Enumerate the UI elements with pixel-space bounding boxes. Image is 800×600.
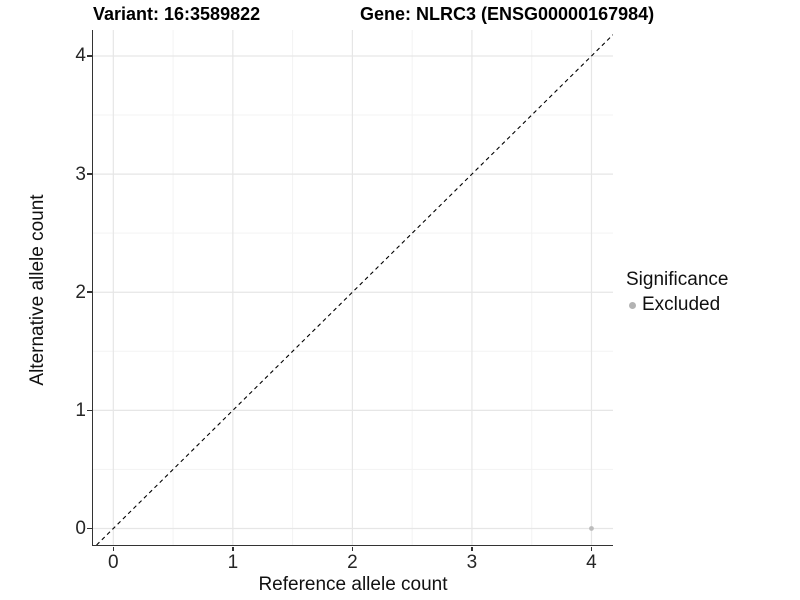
legend-items: Excluded bbox=[626, 294, 728, 316]
y-tick-label: 3 bbox=[75, 163, 86, 185]
y-axis-tick bbox=[87, 409, 92, 412]
plot-title-gene: Gene: NLRC3 (ENSG00000167984) bbox=[360, 4, 655, 24]
y-axis-tick bbox=[87, 527, 92, 530]
y-tick-label: 4 bbox=[75, 45, 86, 67]
x-tick-label: 2 bbox=[347, 552, 358, 573]
y-tick-label: 2 bbox=[75, 281, 86, 303]
legend-entry-label: Excluded bbox=[642, 294, 721, 315]
x-tick-label: 3 bbox=[466, 552, 478, 573]
y-tick-label: 1 bbox=[75, 399, 86, 421]
plot-canvas bbox=[92, 30, 613, 545]
x-tick-label: 0 bbox=[108, 552, 119, 573]
plot-panel bbox=[91, 30, 613, 546]
legend-entry: Excluded bbox=[626, 294, 728, 316]
y-axis-tick bbox=[87, 55, 92, 57]
x-axis-tick bbox=[351, 546, 354, 551]
x-axis-tick bbox=[471, 546, 473, 551]
x-axis-tick bbox=[112, 546, 115, 551]
x-axis-tick bbox=[590, 546, 593, 551]
legend: Significance Excluded bbox=[626, 269, 728, 316]
y-axis-title: Alternative allele count bbox=[27, 194, 48, 386]
y-tick-label: 0 bbox=[75, 517, 86, 539]
x-axis-tick bbox=[232, 546, 234, 551]
y-axis-tick bbox=[87, 291, 92, 293]
legend-title: Significance bbox=[626, 269, 729, 290]
legend-point-icon bbox=[629, 301, 636, 309]
x-tick-label: 1 bbox=[227, 552, 239, 573]
data-point bbox=[588, 526, 594, 531]
x-axis-title: Reference allele count bbox=[258, 574, 448, 595]
identity-reference-line bbox=[95, 34, 613, 545]
plot-title-variant: Variant: 16:3589822 bbox=[93, 4, 261, 24]
x-tick-label: 4 bbox=[586, 552, 597, 573]
y-axis-tick bbox=[87, 173, 92, 175]
